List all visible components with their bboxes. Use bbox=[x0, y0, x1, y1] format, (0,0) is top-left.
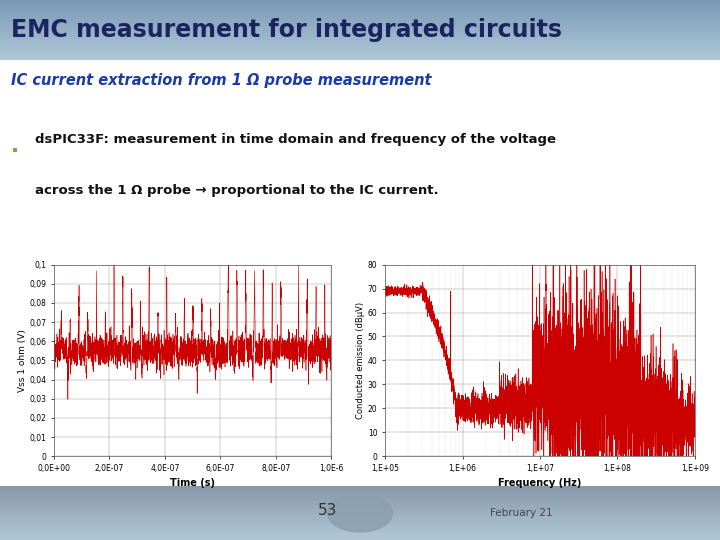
X-axis label: Time (s): Time (s) bbox=[170, 478, 215, 489]
Y-axis label: Vss 1 ohm (V): Vss 1 ohm (V) bbox=[17, 329, 27, 392]
Ellipse shape bbox=[328, 494, 392, 532]
Y-axis label: Conducted emission (dBμV): Conducted emission (dBμV) bbox=[356, 302, 365, 419]
Text: 53: 53 bbox=[318, 503, 337, 518]
Text: February 21: February 21 bbox=[490, 508, 552, 518]
Bar bbox=[13, 148, 17, 152]
Text: EMC measurement for integrated circuits: EMC measurement for integrated circuits bbox=[11, 18, 562, 42]
X-axis label: Frequency (Hz): Frequency (Hz) bbox=[498, 478, 582, 489]
Text: IC current extraction from 1 Ω probe measurement: IC current extraction from 1 Ω probe mea… bbox=[11, 73, 431, 88]
Text: across the 1 Ω probe → proportional to the IC current.: across the 1 Ω probe → proportional to t… bbox=[35, 184, 438, 197]
Text: dsPIC33F: measurement in time domain and frequency of the voltage: dsPIC33F: measurement in time domain and… bbox=[35, 133, 556, 146]
